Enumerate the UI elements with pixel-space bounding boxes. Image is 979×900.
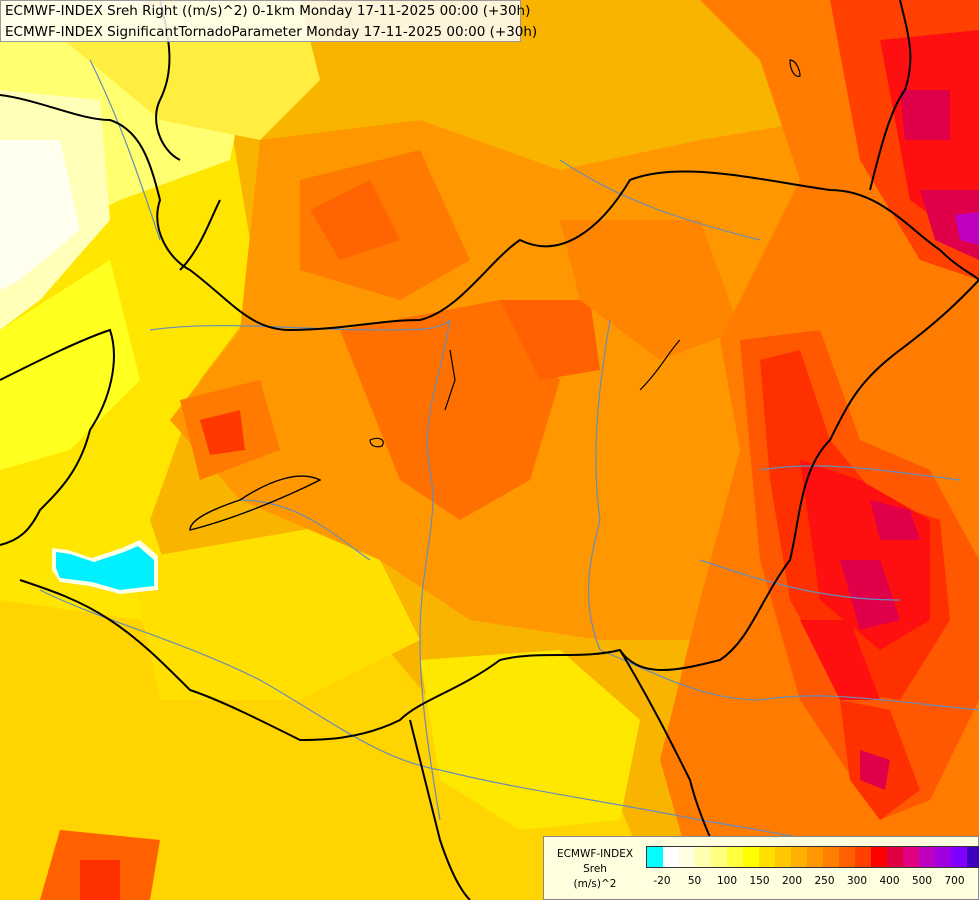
legend-swatch	[839, 847, 855, 867]
legend-swatch	[903, 847, 919, 867]
legend-tick-label: 150	[749, 875, 770, 887]
legend-tick-label: 50	[687, 875, 702, 887]
legend-swatch	[791, 847, 807, 867]
legend-swatch	[951, 847, 967, 867]
legend-swatch	[775, 847, 791, 867]
legend-swatch	[823, 847, 839, 867]
legend-tick-label: 250	[814, 875, 835, 887]
legend-color-scale	[646, 846, 979, 868]
legend-variable: Sreh	[583, 863, 607, 875]
legend-swatch	[695, 847, 711, 867]
legend-title: ECMWF-INDEX Sreh (m/s)^2	[548, 847, 642, 892]
title-line-sreh: ECMWF-INDEX Sreh Right ((m/s)^2) 0-1km M…	[5, 3, 531, 19]
legend-swatch	[743, 847, 759, 867]
legend-swatch	[887, 847, 903, 867]
legend-tick-label: 400	[879, 875, 900, 887]
legend-tick-label: 300	[846, 875, 868, 887]
legend-tick-label: 700	[944, 875, 965, 887]
legend-tick-label: 100	[716, 875, 738, 887]
legend-tick-labels: -20 50 100 150 200 250 300 400 500 700	[644, 875, 974, 889]
legend-tick-label: 200	[781, 875, 803, 887]
legend-unit: (m/s)^2	[573, 878, 617, 890]
legend-tick-label: 500	[911, 875, 933, 887]
title-line-stp: ECMWF-INDEX SignificantTornadoParameter …	[5, 24, 538, 40]
legend-swatch	[679, 847, 695, 867]
rivers-layer	[39, 59, 979, 861]
legend-swatch	[711, 847, 727, 867]
legend-swatch	[935, 847, 951, 867]
legend-swatch	[919, 847, 935, 867]
legend-tick-label: -20	[653, 875, 671, 887]
color-legend: ECMWF-INDEX Sreh (m/s)^2 -20 50 100 150 200 2…	[543, 836, 979, 900]
legend-swatch	[871, 847, 887, 867]
map-title-box: ECMWF-INDEX Sreh Right ((m/s)^2) 0-1km M…	[0, 0, 538, 42]
legend-swatch	[967, 847, 979, 867]
legend-swatch	[647, 847, 663, 867]
legend-swatch	[855, 847, 871, 867]
legend-swatch	[759, 847, 775, 867]
legend-swatch	[807, 847, 823, 867]
legend-model: ECMWF-INDEX	[556, 848, 634, 860]
legend-swatch	[727, 847, 743, 867]
legend-swatch	[663, 847, 679, 867]
